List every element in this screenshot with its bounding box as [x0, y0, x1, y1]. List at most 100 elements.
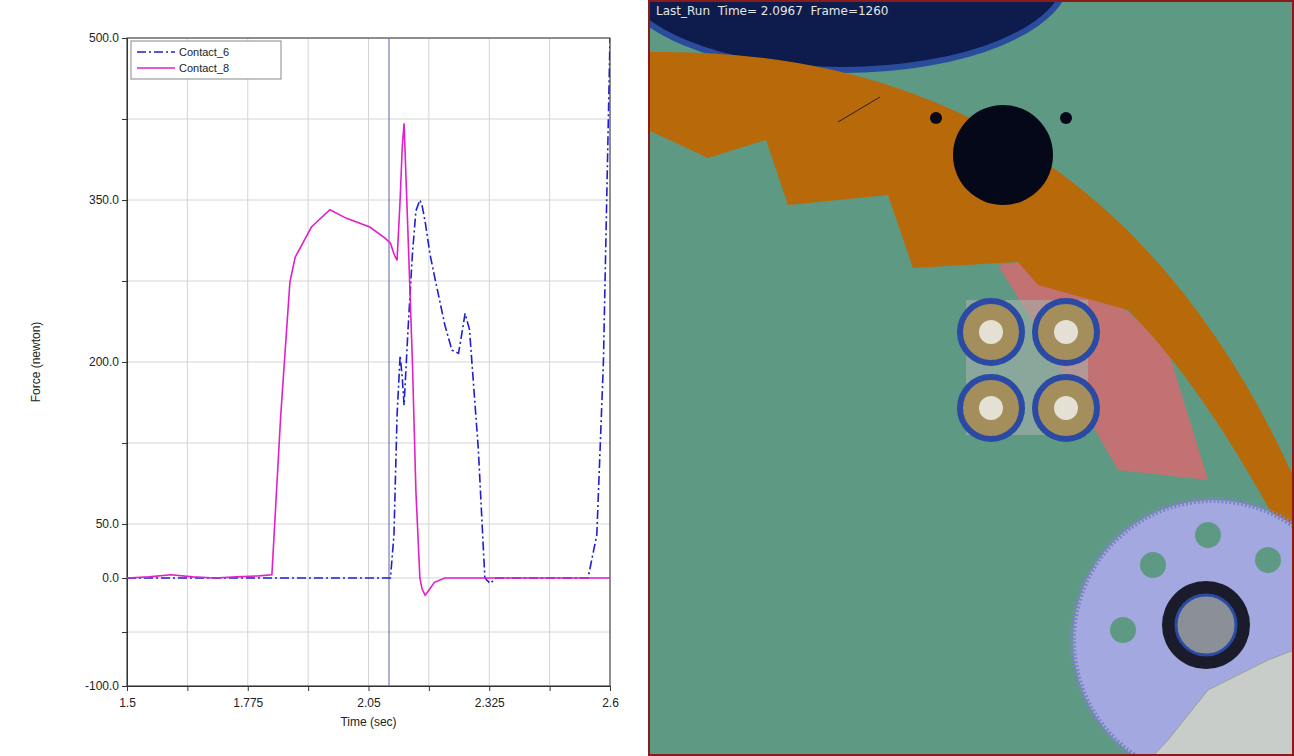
y-tick: [122, 281, 127, 282]
legend-label: Contact_6: [179, 46, 229, 58]
y-tick: 200.0: [89, 355, 127, 369]
gear-hole: [1195, 522, 1221, 548]
y-tick-mark: [122, 362, 127, 363]
legend-box: [131, 41, 281, 79]
x-axis-title: Time (sec): [340, 715, 396, 729]
legend-label: Contact_8: [179, 62, 229, 74]
bearing: [1035, 377, 1097, 439]
x-tick-mark: [429, 686, 430, 691]
bearing-core: [1054, 396, 1078, 420]
x-tick: 1.775: [233, 686, 263, 710]
bearing-core: [979, 396, 1003, 420]
y-tick-mark: [122, 632, 127, 633]
cursor-line: [389, 38, 390, 686]
y-tick-mark: [122, 578, 127, 579]
y-tick: [122, 119, 127, 120]
y-tick-label: 500.0: [89, 31, 119, 45]
y-tick: -100.0: [85, 679, 127, 693]
simulation-view: Last_Run Time= 2.0967 Frame=1260: [618, 0, 1294, 756]
x-tick-mark: [489, 686, 490, 691]
x-tick: 1.5: [119, 686, 136, 710]
y-tick-mark: [122, 686, 127, 687]
plot-area: [127, 38, 610, 686]
gear-hub: [1162, 581, 1250, 669]
y-tick-mark: [122, 281, 127, 282]
grid: [127, 38, 610, 686]
legend-swatch: [137, 67, 175, 69]
y-tick: 500.0: [89, 31, 127, 45]
y-tick-label: 200.0: [89, 355, 119, 369]
gear-hole: [1110, 617, 1136, 643]
view-background: [648, 0, 1294, 756]
y-tick: 350.0: [89, 193, 127, 207]
x-tick-label: 2.325: [475, 696, 505, 710]
x-tick: [187, 686, 188, 691]
x-tick: 2.05: [357, 686, 381, 710]
x-tick: [429, 686, 430, 691]
plot-frame: [127, 38, 610, 686]
view-border: [649, 1, 1293, 755]
grid-line-y: [127, 119, 610, 120]
series-line: [127, 123, 610, 595]
bearing: [960, 377, 1022, 439]
axis-line: [127, 39, 128, 687]
grid-line-y: [127, 524, 610, 525]
y-axis-title: Force (newton): [29, 322, 43, 403]
bearing-core: [979, 320, 1003, 344]
x-tick-mark: [550, 686, 551, 691]
x-tick-mark: [127, 686, 128, 691]
y-tick: 50.0: [96, 517, 127, 531]
arm-seam: [838, 97, 880, 122]
gear-hole: [1255, 547, 1281, 573]
x-tick-mark: [248, 686, 249, 691]
x-tick-mark: [369, 686, 370, 691]
x-tick: 2.325: [475, 686, 505, 710]
x-tick-label: 2.05: [357, 696, 381, 710]
y-tick-mark: [122, 524, 127, 525]
y-tick-label: 350.0: [89, 193, 119, 207]
chart-background: [0, 0, 646, 756]
x-axis: 1.5 1.775 2.05 2.325 2.6: [119, 686, 619, 710]
y-tick-label: -100.0: [85, 679, 119, 693]
legend-swatch: [137, 51, 175, 53]
y-tick-mark: [122, 200, 127, 201]
grid-line-y: [127, 362, 610, 363]
y-tick: [122, 443, 127, 444]
grid-line-y: [127, 281, 610, 282]
x-tick-label: 1.5: [119, 696, 136, 710]
hole: [953, 105, 1053, 205]
view-content: [648, 0, 1294, 756]
y-tick: [122, 632, 127, 633]
bearing: [1035, 301, 1097, 363]
grid-line-y: [127, 200, 610, 201]
gear-hub-ring: [1176, 595, 1236, 655]
orange-arm: [648, 52, 1294, 555]
x-tick: [308, 686, 309, 691]
bearing: [960, 301, 1022, 363]
x-tick-mark: [187, 686, 188, 691]
y-tick-label: 50.0: [96, 517, 120, 531]
x-tick-mark: [610, 686, 611, 691]
dot: [930, 112, 942, 124]
y-tick: 0.0: [102, 571, 127, 585]
grid-line-y: [127, 632, 610, 633]
page: 1.5 1.775 2.05 2.325 2.6 -100.0 0.0 50.0 200.0 35…: [0, 0, 1294, 756]
view-caption: Last_Run Time= 2.0967 Frame=1260: [656, 4, 888, 18]
bearing-core: [1054, 320, 1078, 344]
gear: [1073, 500, 1294, 756]
y-tick-label: 0.0: [102, 571, 119, 585]
dot: [1060, 112, 1072, 124]
x-tick: [550, 686, 551, 691]
y-tick-mark: [122, 38, 127, 39]
gear-hole: [1140, 552, 1166, 578]
y-axis: -100.0 0.0 50.0 200.0 350.0 500.0: [85, 31, 128, 693]
x-tick: 2.6: [602, 686, 619, 710]
x-tick-mark: [308, 686, 309, 691]
y-tick-mark: [122, 119, 127, 120]
y-tick-mark: [122, 443, 127, 444]
grid-line-y: [127, 443, 610, 444]
legend: Contact_6 Contact_8: [131, 41, 281, 79]
x-tick-label: 2.6: [602, 696, 619, 710]
housing: [1153, 650, 1294, 756]
x-tick-label: 1.775: [233, 696, 263, 710]
